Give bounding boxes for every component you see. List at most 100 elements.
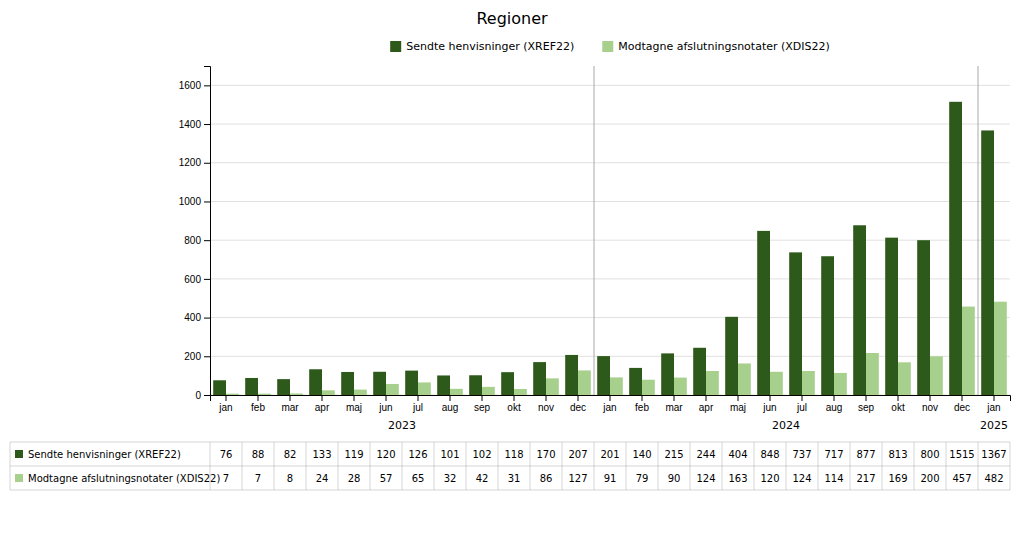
bar	[642, 380, 655, 395]
y-tick-label: 600	[184, 274, 201, 285]
y-tick-mark	[204, 124, 210, 125]
x-tick-mark	[610, 395, 611, 401]
bar	[706, 371, 719, 395]
table-value: 877	[856, 449, 875, 460]
legend: Sendte henvisninger (XREF22)Modtagne afs…	[390, 40, 830, 53]
y-tick: 600	[184, 274, 210, 285]
x-tick-label: nov	[538, 402, 554, 413]
bar	[693, 348, 706, 395]
x-tick-label: jan	[602, 402, 616, 413]
bar	[373, 372, 386, 395]
table-value: 813	[888, 449, 907, 460]
table-value: 91	[604, 473, 617, 484]
x-tick-mark	[226, 395, 227, 401]
x-tick-label: aug	[442, 402, 459, 413]
x-tick-mark	[866, 395, 867, 401]
x-tick-label: jan	[218, 402, 232, 413]
bar	[226, 394, 239, 395]
table-swatch	[15, 450, 23, 458]
table-value: 244	[696, 449, 715, 460]
bar	[482, 387, 495, 395]
x-tick-label: dec	[570, 402, 586, 413]
year-labels: 202320242025	[388, 419, 1008, 432]
table-value: 163	[728, 473, 747, 484]
x-axis: janfebmaraprmajjunjulaugsepoktnovdecjanf…	[211, 395, 1011, 413]
x-tick: mar	[665, 395, 683, 413]
y-tick-label: 1200	[179, 157, 202, 168]
x-tick: sep	[858, 395, 875, 413]
y-tick-label: 800	[184, 235, 201, 246]
table-col-line	[978, 442, 979, 490]
x-tick: jun	[762, 395, 776, 413]
x-tick-mark	[482, 395, 483, 401]
y-tick-mark	[204, 395, 210, 396]
table-row-label: Modtagne afslutningsnotater (XDIS22)	[28, 473, 220, 484]
table-value: 88	[252, 449, 265, 460]
x-tick-label: jun	[378, 402, 392, 413]
y-tick: 1000	[179, 196, 210, 207]
x-tick-label: okt	[891, 402, 905, 413]
x-tick: jul	[412, 395, 423, 413]
x-tick-mark	[450, 395, 451, 401]
table-swatch	[15, 474, 23, 482]
bar-series	[226, 302, 1007, 395]
bar	[213, 380, 226, 395]
y-tick-mark	[204, 163, 210, 164]
table-value: 120	[376, 449, 395, 460]
x-tick: maj	[730, 395, 746, 413]
table-col-line	[242, 442, 243, 490]
x-tick-mark	[514, 395, 515, 401]
x-tick: apr	[699, 395, 714, 413]
bar	[565, 355, 578, 395]
bar	[994, 302, 1007, 395]
bar	[469, 375, 482, 395]
table-value: 101	[440, 449, 459, 460]
x-tick: nov	[922, 395, 938, 413]
table-value: 32	[444, 473, 457, 484]
x-tick: aug	[826, 395, 843, 413]
table-row-line	[10, 442, 1010, 443]
x-tick-mark	[962, 395, 963, 401]
chart-title: Regioner	[476, 9, 548, 28]
bar	[450, 389, 463, 395]
table-col-line	[434, 442, 435, 490]
table-col-line	[338, 442, 339, 490]
y-tick: 800	[184, 235, 210, 246]
bar	[610, 377, 623, 395]
bar	[418, 382, 431, 395]
bar	[725, 317, 738, 395]
x-tick: dec	[570, 395, 586, 413]
bar	[578, 370, 591, 395]
table-value: 126	[408, 449, 427, 460]
table-col-line	[274, 442, 275, 490]
x-tick: jan	[602, 395, 616, 413]
table-value: 24	[316, 473, 329, 484]
table-col-line	[914, 442, 915, 490]
table-row-label: Sendte henvisninger (XREF22)	[28, 449, 181, 460]
x-tick: jan	[986, 395, 1000, 413]
table-value: 800	[920, 449, 939, 460]
x-tick: jan	[218, 395, 232, 413]
table-value: 124	[696, 473, 715, 484]
table-value: 28	[348, 473, 361, 484]
bar	[533, 362, 546, 395]
x-tick-mark	[258, 395, 259, 401]
table-value: 215	[664, 449, 683, 460]
table-value: 102	[472, 449, 491, 460]
table-value: 31	[508, 473, 521, 484]
year-separators	[594, 66, 978, 395]
x-tick-label: jul	[796, 402, 807, 413]
bar	[341, 372, 354, 395]
y-tick-mark	[204, 318, 210, 319]
table-value: 120	[760, 473, 779, 484]
x-tick: aug	[442, 395, 459, 413]
y-tick: 200	[184, 351, 210, 362]
table-value: 457	[952, 473, 971, 484]
x-tick-label: jul	[412, 402, 423, 413]
x-tick: feb	[635, 395, 649, 413]
table-value: 140	[632, 449, 651, 460]
legend-item: Sendte henvisninger (XREF22)	[390, 40, 574, 53]
table-col-line	[818, 442, 819, 490]
y-axis-line	[204, 67, 211, 396]
table-col-line	[690, 442, 691, 490]
